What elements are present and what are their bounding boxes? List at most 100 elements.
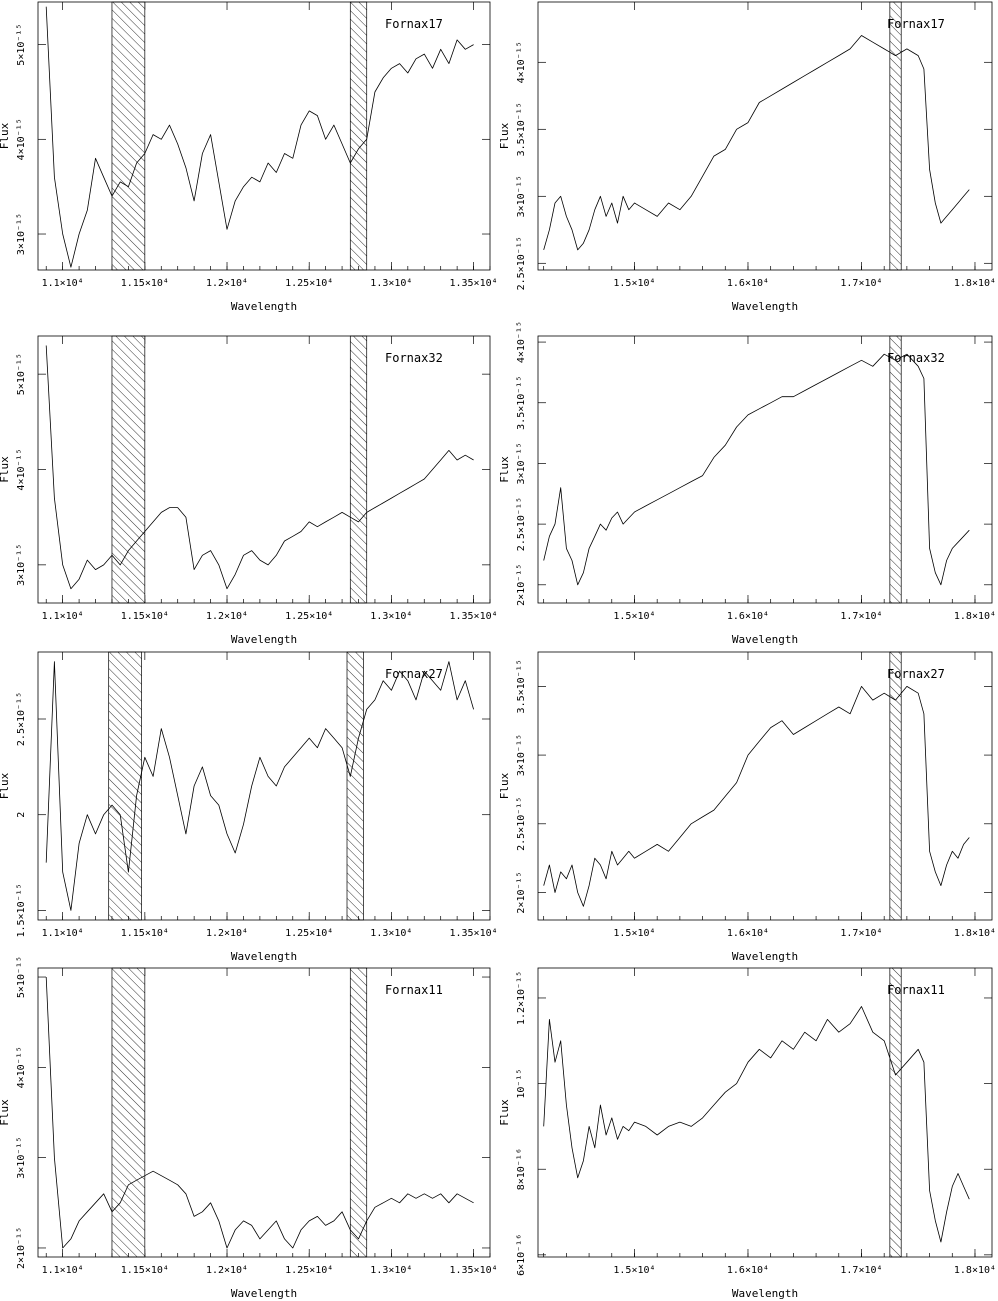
hatched-region	[889, 967, 902, 1258]
x-tick-label: 1.1×10⁴	[42, 278, 84, 289]
x-tick-label: 1.1×10⁴	[42, 1265, 84, 1276]
x-tick-label: 1.1×10⁴	[42, 611, 84, 622]
y-tick-label: 2	[16, 812, 27, 818]
y-tick-label: 3×10⁻¹⁵	[16, 544, 27, 586]
spectrum-panel-fornax32-j: 1.1×10⁴ 1.15×10⁴ 1.2×10⁴ 1.25×10⁴ 1.3×10⁴ 1.3…	[0, 335, 498, 646]
plot-frame	[537, 335, 993, 604]
y-axis-label: Flux	[498, 1099, 511, 1126]
x-tick-label: 1.3×10⁴	[370, 278, 412, 289]
x-tick-label: 1.35×10⁴	[449, 278, 497, 289]
x-tick-label: 1.8×10⁴	[954, 278, 996, 289]
x-tick-label: 1.25×10⁴	[285, 611, 333, 622]
y-tick-label: 1.5×10⁻¹⁵	[16, 883, 27, 937]
plot-frame	[37, 967, 491, 1258]
x-tick-label: 1.8×10⁴	[954, 611, 996, 622]
x-tick-label: 1.5×10⁴	[613, 928, 655, 939]
y-tick-label: 1.2×10⁻¹⁵	[516, 971, 527, 1025]
x-tick-label: 1.6×10⁴	[727, 928, 769, 939]
x-tick-label: 1.8×10⁴	[954, 1265, 996, 1276]
x-axis-label: Wavelength	[231, 633, 297, 646]
plot-frame	[37, 651, 491, 921]
spectrum-line	[45, 976, 474, 1249]
spectrum-line	[45, 6, 474, 268]
y-tick-label: 3.5×10⁻¹⁵	[516, 376, 527, 430]
spectrum-line	[543, 35, 970, 251]
object-label: Fornax17	[385, 17, 443, 31]
x-tick-label: 1.5×10⁴	[613, 278, 655, 289]
y-tick-label: 3.5×10⁻¹⁵	[516, 102, 527, 156]
x-axis-label: Wavelength	[732, 300, 798, 313]
x-tick-label: 1.15×10⁴	[121, 278, 169, 289]
y-tick-label: 4×10⁻¹⁵	[516, 321, 527, 363]
object-label: Fornax11	[887, 983, 945, 997]
x-tick-label: 1.7×10⁴	[840, 928, 882, 939]
x-tick-label: 1.3×10⁴	[370, 928, 412, 939]
y-tick-label: 4×10⁻¹⁵	[16, 448, 27, 490]
y-axis-label: Flux	[0, 122, 11, 149]
y-tick-label: 2.5×10⁻¹⁵	[16, 692, 27, 746]
y-axis-label: Flux	[498, 122, 511, 149]
y-tick-label: 2.5×10⁻¹⁵	[516, 497, 527, 551]
spectrum-line	[45, 345, 474, 590]
object-label: Fornax27	[385, 667, 443, 681]
x-tick-label: 1.5×10⁴	[613, 1265, 655, 1276]
spectrum-panel-fornax11-j: 1.1×10⁴ 1.15×10⁴ 1.2×10⁴ 1.25×10⁴ 1.3×10⁴ 1.3…	[0, 956, 498, 1300]
y-tick-label: 5×10⁻¹⁵	[16, 353, 27, 395]
y-tick-label: 5×10⁻¹⁵	[16, 24, 27, 66]
spectrum-line	[543, 353, 970, 586]
y-axis-label: Flux	[0, 1099, 11, 1126]
x-tick-label: 1.2×10⁴	[206, 278, 248, 289]
x-tick-label: 1.6×10⁴	[727, 278, 769, 289]
x-tick-label: 1.2×10⁴	[206, 928, 248, 939]
spectrum-panel-fornax27-j: 1.1×10⁴ 1.15×10⁴ 1.2×10⁴ 1.25×10⁴ 1.3×10⁴ 1.3…	[0, 651, 498, 963]
y-tick-label: 3×10⁻¹⁵	[516, 734, 527, 776]
x-tick-label: 1.2×10⁴	[206, 611, 248, 622]
x-tick-label: 1.6×10⁴	[727, 611, 769, 622]
y-tick-label: 3×10⁻¹⁵	[16, 213, 27, 255]
y-tick-label: 4×10⁻¹⁵	[16, 118, 27, 160]
x-tick-label: 1.3×10⁴	[370, 1265, 412, 1276]
y-tick-label: 2×10⁻¹⁵	[16, 1227, 27, 1269]
hatched-region	[889, 335, 902, 604]
object-label: Fornax32	[887, 351, 945, 365]
plot-frame	[37, 1, 491, 271]
object-label: Fornax11	[385, 983, 443, 997]
x-tick-label: 1.7×10⁴	[840, 278, 882, 289]
y-axis-label: Flux	[0, 456, 11, 483]
x-tick-label: 1.15×10⁴	[121, 1265, 169, 1276]
hatched-region	[108, 651, 142, 921]
y-tick-label: 8×10⁻¹⁶	[516, 1148, 527, 1190]
spectrum-panel-fornax11-h: 1.5×10⁴ 1.6×10⁴ 1.7×10⁴ 1.8×10⁴ 6×10⁻¹⁶ 8×10⁻…	[498, 967, 996, 1300]
x-tick-label: 1.35×10⁴	[449, 611, 497, 622]
x-tick-label: 1.2×10⁴	[206, 1265, 248, 1276]
x-axis-label: Wavelength	[732, 633, 798, 646]
y-tick-label: 4×10⁻¹⁵	[516, 41, 527, 83]
y-tick-label: 2.5×10⁻¹⁵	[516, 797, 527, 851]
hatched-region	[889, 1, 902, 271]
y-tick-label: 2.5×10⁻¹⁵	[516, 236, 527, 290]
y-tick-label: 4×10⁻¹⁵	[16, 1046, 27, 1088]
spectrum-line	[45, 661, 474, 911]
y-tick-label: 10⁻¹⁵	[516, 1069, 527, 1099]
x-tick-label: 1.1×10⁴	[42, 928, 84, 939]
y-tick-label: 6×10⁻¹⁶	[516, 1234, 527, 1276]
hatched-region	[349, 1, 368, 271]
spectrum-panel-fornax17-j: 1.1×10⁴ 1.15×10⁴ 1.2×10⁴ 1.25×10⁴ 1.3×10⁴ 1.3…	[0, 1, 498, 313]
y-tick-label: 2×10⁻¹⁵	[516, 871, 527, 913]
spectrum-line	[543, 1006, 970, 1243]
spectrum-panel-fornax32-h: 1.5×10⁴ 1.6×10⁴ 1.7×10⁴ 1.8×10⁴ 2×10⁻¹⁵ 2.5×1…	[498, 321, 996, 646]
hatched-region	[111, 1, 146, 271]
object-label: Fornax32	[385, 351, 443, 365]
x-axis-label: Wavelength	[732, 950, 798, 963]
hatched-region	[346, 651, 364, 921]
spectrum-panel-fornax27-h: 1.5×10⁴ 1.6×10⁴ 1.7×10⁴ 1.8×10⁴ 2×10⁻¹⁵ 2.5×1…	[498, 651, 996, 963]
object-label: Fornax17	[887, 17, 945, 31]
y-tick-label: 5×10⁻¹⁵	[16, 956, 27, 998]
hatched-region	[349, 967, 368, 1258]
y-axis-label: Flux	[0, 772, 11, 799]
x-tick-label: 1.6×10⁴	[727, 1265, 769, 1276]
object-label: Fornax27	[887, 667, 945, 681]
x-tick-label: 1.25×10⁴	[285, 1265, 333, 1276]
y-axis-label: Flux	[498, 772, 511, 799]
